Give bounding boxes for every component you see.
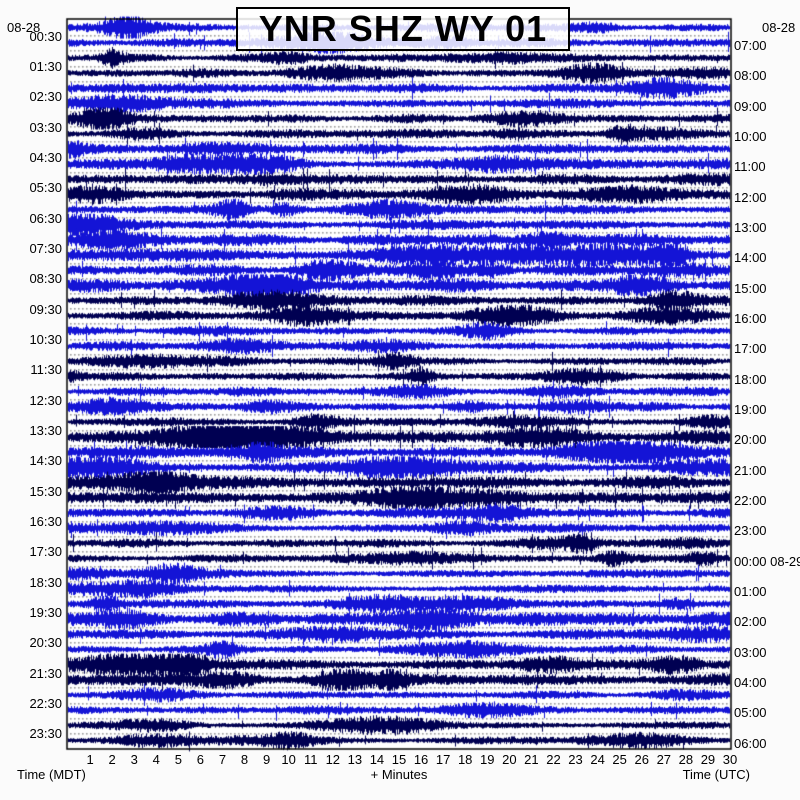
minute-tick-label: 30 [722, 752, 738, 767]
minute-tick-label: 15 [391, 752, 407, 767]
right-time-label: 17:00 [734, 341, 767, 357]
minute-tick-label: 6 [196, 752, 204, 767]
left-time-label: 00:30 [29, 28, 62, 44]
left-time-label: 02:30 [29, 89, 62, 105]
right-time-label: 22:00 [734, 492, 767, 508]
left-time-label: 03:30 [29, 119, 62, 135]
date-label-right: 08-28 [762, 20, 796, 35]
right-time-label: 12:00 [734, 189, 767, 205]
right-time-label: 21:00 [734, 462, 767, 478]
minute-tick-label: 1 [86, 752, 94, 767]
minute-tick-label: 14 [369, 752, 385, 767]
left-time-label: 10:30 [29, 332, 62, 347]
left-time-label: 09:30 [29, 301, 62, 317]
left-time-label: 12:30 [29, 392, 62, 408]
left-time-label: 23:30 [29, 726, 62, 742]
right-time-label: 03:00 [734, 644, 767, 660]
axis-caption-mdt: Time (MDT) [17, 767, 86, 782]
left-time-label: 05:30 [29, 180, 62, 196]
right-time-label: 10:00 [734, 128, 767, 144]
left-time-label: 16:30 [29, 514, 62, 529]
minute-tick-label: 25 [612, 752, 627, 767]
right-time-label: 14:00 [734, 250, 767, 266]
minute-tick-label: 27 [656, 752, 672, 767]
right-time-label: 05:00 [734, 705, 767, 721]
right-time-label: 06:00 [734, 735, 767, 751]
minute-tick-label: 4 [152, 752, 160, 767]
left-time-label: 14:30 [29, 453, 62, 469]
right-time-label: 18:00 [734, 371, 767, 387]
left-time-label: 22:30 [29, 696, 62, 711]
right-time-label: 02:00 [734, 614, 767, 630]
axis-caption-utc: Time (UTC) [682, 767, 750, 782]
minute-tick-label: 18 [457, 752, 473, 767]
minute-tick-label: 28 [678, 752, 694, 767]
minute-tick-label: 11 [303, 752, 318, 767]
minute-tick-label: 26 [634, 752, 649, 767]
right-time-label: 07:00 [734, 37, 767, 53]
left-time-label: 06:30 [29, 210, 62, 226]
left-time-label: 04:30 [29, 150, 62, 165]
left-time-label: 17:30 [29, 544, 62, 560]
minute-tick-label: 13 [347, 752, 363, 767]
right-time-label: 16:00 [734, 310, 767, 326]
right-time-label: 08:00 [734, 68, 767, 84]
left-time-label: 08:30 [29, 271, 62, 287]
minute-tick-label: 5 [174, 752, 182, 767]
minute-tick-label: 16 [413, 752, 429, 767]
minute-tick-label: 21 [524, 752, 539, 767]
minute-tick-label: 17 [435, 752, 451, 767]
right-time-label: 19:00 [734, 401, 767, 417]
left-time-label: 19:30 [29, 605, 62, 620]
left-time-label: 11:30 [30, 362, 62, 378]
minute-tick-label: 9 [262, 752, 271, 767]
minute-tick-label: 10 [281, 752, 296, 767]
station-title-box: YNR SHZ WY 01 [236, 7, 570, 51]
left-time-label: 20:30 [29, 635, 62, 651]
date-label-left: 08-28 [7, 20, 41, 35]
station-title: YNR SHZ WY 01 [258, 8, 548, 49]
minute-tick-label: 7 [218, 752, 227, 767]
minute-tick-label: 8 [240, 752, 249, 767]
minute-tick-label: 24 [590, 752, 605, 767]
minute-tick-label: 22 [546, 752, 561, 767]
minute-tick-label: 2 [108, 752, 116, 767]
minute-tick-label: 23 [568, 752, 583, 767]
right-time-label: 20:00 [734, 432, 767, 448]
right-time-label: 11:00 [734, 159, 766, 175]
right-time-label: 23:00 [734, 523, 767, 539]
right-time-label: 00:00 08-29 [734, 553, 800, 569]
left-time-label: 13:30 [29, 423, 62, 438]
right-time-label: 13:00 [734, 219, 767, 235]
minute-tick-label: 19 [480, 752, 495, 767]
left-time-label: 07:30 [29, 241, 62, 256]
minute-tick-label: 29 [700, 752, 716, 767]
minute-tick-label: 12 [325, 752, 341, 767]
minute-tick-label: 3 [130, 752, 138, 767]
right-time-label: 01:00 [734, 583, 767, 599]
minute-tick-label: 20 [502, 752, 517, 767]
axis-caption-minutes: + Minutes [370, 767, 428, 782]
left-time-label: 18:30 [29, 574, 62, 590]
right-time-label: 15:00 [734, 280, 767, 296]
right-time-label: 04:00 [734, 674, 767, 690]
left-time-label: 15:30 [29, 483, 62, 499]
right-time-label: 09:00 [734, 98, 767, 114]
left-time-label: 21:30 [29, 665, 62, 681]
left-time-label: 01:30 [29, 59, 62, 74]
